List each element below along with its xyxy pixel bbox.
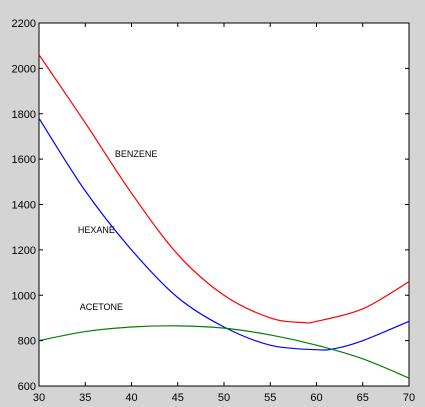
annotation-layer: BENZENE HEXANE ACETONE — [78, 149, 158, 312]
x-tick-label: 30 — [33, 392, 45, 404]
series-line-3 — [38, 325, 410, 379]
curve-label-acetone: ACETONE — [80, 302, 123, 312]
tick-layer: 30 35 40 45 50 55 60 65 70 600 800 1000 1200 1400 1600… — [12, 18, 416, 404]
y-tick-label: 1600 — [12, 154, 36, 166]
series-layer — [38, 54, 410, 379]
y-tick-label: 1400 — [12, 200, 36, 212]
x-tick-label: 70 — [403, 392, 415, 404]
series-line-2 — [38, 117, 410, 351]
x-tick-label: 35 — [79, 392, 91, 404]
x-tick-label: 65 — [357, 392, 369, 404]
x-tick-label: 55 — [264, 392, 276, 404]
y-tick-label: 1800 — [12, 109, 36, 121]
curve-label-benzene: BENZENE — [115, 149, 158, 159]
y-tick-label: 800 — [18, 336, 36, 348]
y-tick-label: 1000 — [12, 290, 36, 302]
x-tick-label: 40 — [125, 392, 137, 404]
x-tick-label: 45 — [172, 392, 184, 404]
y-tick-label: 2000 — [12, 63, 36, 75]
y-tick-label: 1200 — [12, 245, 36, 257]
plot-area — [38, 22, 410, 387]
series-line-1 — [38, 54, 410, 324]
x-tick-label: 50 — [218, 392, 230, 404]
y-tick-label: 600 — [18, 381, 36, 393]
curve-label-hexane: HEXANE — [78, 225, 115, 235]
y-tick-label: 2200 — [12, 18, 36, 30]
x-tick-label: 60 — [310, 392, 322, 404]
